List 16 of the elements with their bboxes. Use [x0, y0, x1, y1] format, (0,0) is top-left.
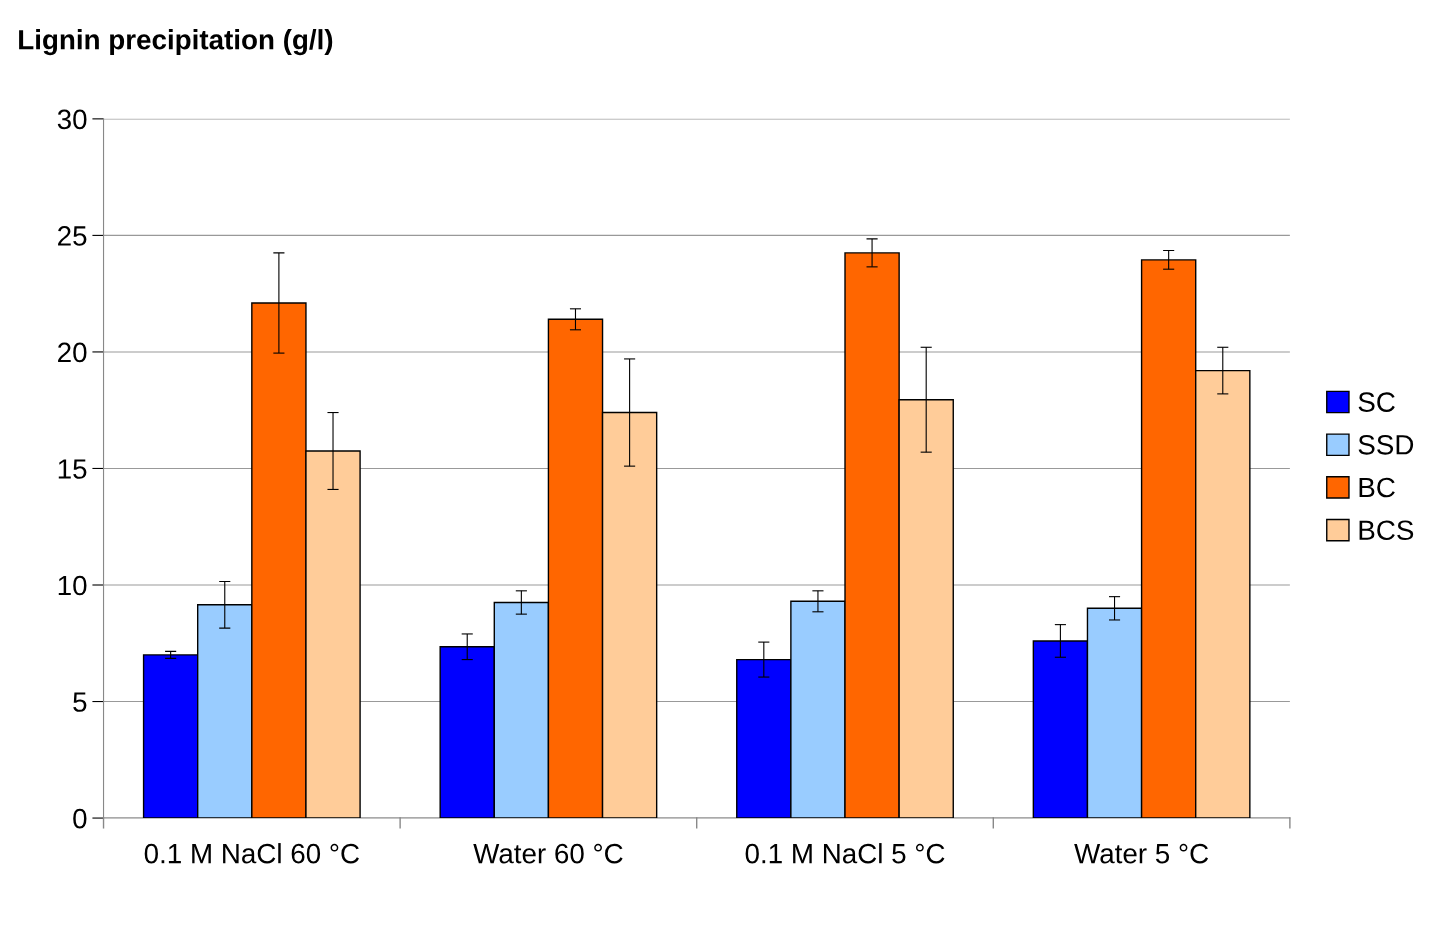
y-tick-label: 10	[58, 575, 87, 596]
legend-label: SC	[1358, 392, 1395, 412]
y-tick-label: 25	[58, 226, 87, 246]
legend-label: BCS	[1359, 520, 1414, 541]
x-tick-label: 0.1 M NaCl 60 °C	[144, 843, 359, 864]
y-tick-label: 0	[73, 808, 87, 829]
x-tick-label: 0.1 M NaCl 5 °C	[745, 843, 945, 864]
y-tick-label: 20	[58, 342, 87, 363]
chart-title: Lignin precipitation (g/l)	[19, 29, 333, 56]
y-tick-label: 5	[73, 692, 87, 712]
legend-label: BC	[1359, 477, 1395, 498]
legend-label: SSD	[1358, 434, 1414, 455]
x-tick-label: Water 60 °C	[473, 843, 623, 864]
y-tick-label: 30	[57, 109, 87, 130]
x-tick-label: Water 5 °C	[1074, 843, 1209, 864]
y-tick-label: 15	[58, 459, 87, 479]
